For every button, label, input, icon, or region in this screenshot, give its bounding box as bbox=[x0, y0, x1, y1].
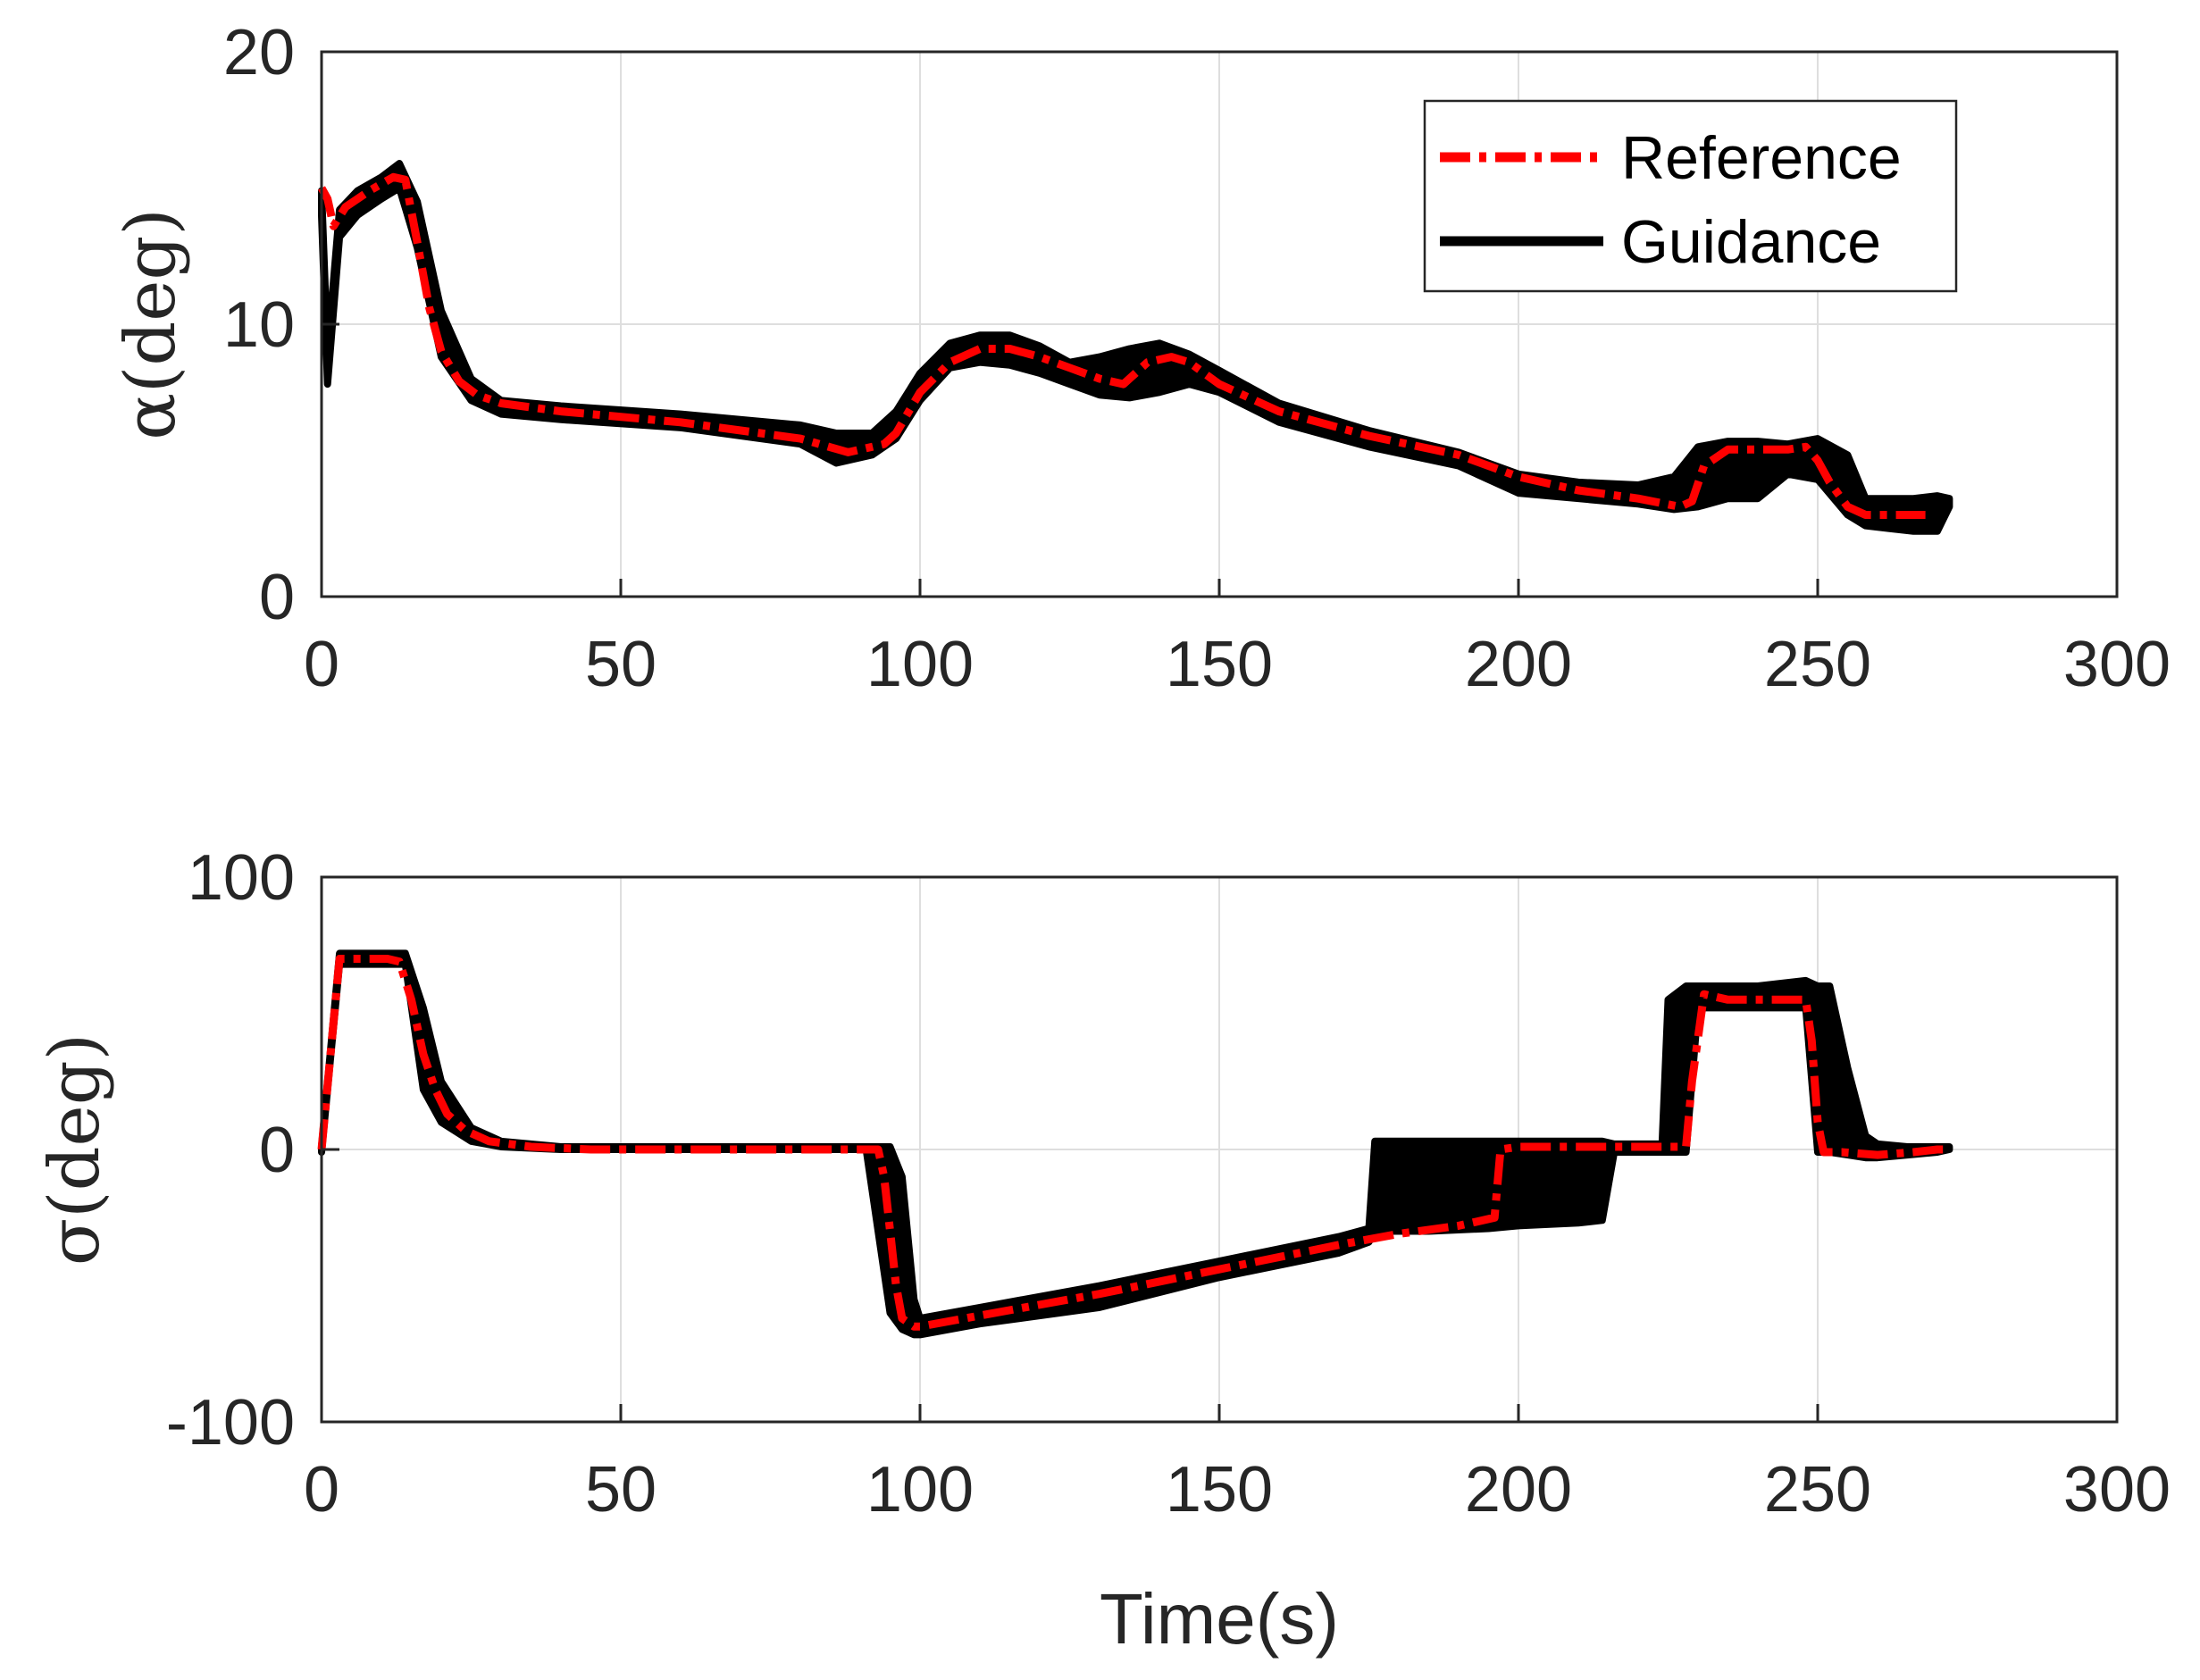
sigma-y-axis-label: σ(deg) bbox=[35, 1033, 115, 1266]
sigma-xtick-label: 300 bbox=[2063, 1454, 2171, 1525]
alpha-y-axis-label: α(deg) bbox=[111, 208, 191, 440]
sigma-xtick-label: 50 bbox=[585, 1454, 657, 1525]
sigma-xtick-label: 100 bbox=[866, 1454, 974, 1525]
alpha-x-ticks: 0 50 100 150 200 250 300 bbox=[304, 579, 2171, 700]
alpha-guidance-series bbox=[318, 160, 1953, 535]
legend: Reference Guidance bbox=[1423, 99, 1958, 293]
legend-box bbox=[1423, 99, 1958, 293]
alpha-ytick-label: 0 bbox=[259, 562, 295, 633]
alpha-xtick-label: 50 bbox=[585, 629, 657, 700]
sigma-guidance-band bbox=[318, 949, 1953, 1339]
sigma-xtick-label: 150 bbox=[1166, 1454, 1273, 1525]
sigma-ytick-label: 0 bbox=[259, 1115, 295, 1186]
sigma-x-ticks: 0 50 100 150 200 250 300 bbox=[304, 1404, 2171, 1525]
legend-guidance-label: Guidance bbox=[1621, 208, 1881, 276]
alpha-xtick-label: 300 bbox=[2063, 629, 2171, 700]
sigma-xtick-label: 250 bbox=[1764, 1454, 1871, 1525]
alpha-panel: 0 50 100 150 200 250 300 0 10 20 α(deg) Referenc… bbox=[111, 17, 2171, 700]
alpha-xtick-label: 150 bbox=[1166, 629, 1273, 700]
x-axis-label: Time(s) bbox=[1100, 1579, 1339, 1659]
sigma-reference-line bbox=[317, 955, 1950, 1331]
sigma-reference-series bbox=[317, 955, 1950, 1331]
alpha-guidance-band bbox=[318, 160, 1953, 535]
sigma-ytick-label: -100 bbox=[166, 1387, 295, 1459]
sigma-y-ticks: -100 0 100 bbox=[166, 842, 339, 1459]
alpha-reference-series bbox=[318, 172, 1926, 519]
alpha-xtick-label: 100 bbox=[866, 629, 974, 700]
sigma-xtick-label: 0 bbox=[304, 1454, 339, 1525]
alpha-y-ticks: 0 10 20 bbox=[223, 17, 339, 633]
alpha-xtick-label: 250 bbox=[1764, 629, 1871, 700]
alpha-ytick-label: 10 bbox=[223, 289, 295, 361]
sigma-xtick-label: 200 bbox=[1465, 1454, 1572, 1525]
alpha-reference-line bbox=[318, 172, 1926, 519]
sigma-guidance-series bbox=[318, 949, 1953, 1339]
legend-reference-label: Reference bbox=[1621, 124, 1902, 192]
alpha-ytick-label: 20 bbox=[223, 17, 295, 88]
alpha-xtick-label: 200 bbox=[1465, 629, 1572, 700]
alpha-xtick-label: 0 bbox=[304, 629, 339, 700]
sigma-ytick-label: 100 bbox=[188, 842, 295, 914]
